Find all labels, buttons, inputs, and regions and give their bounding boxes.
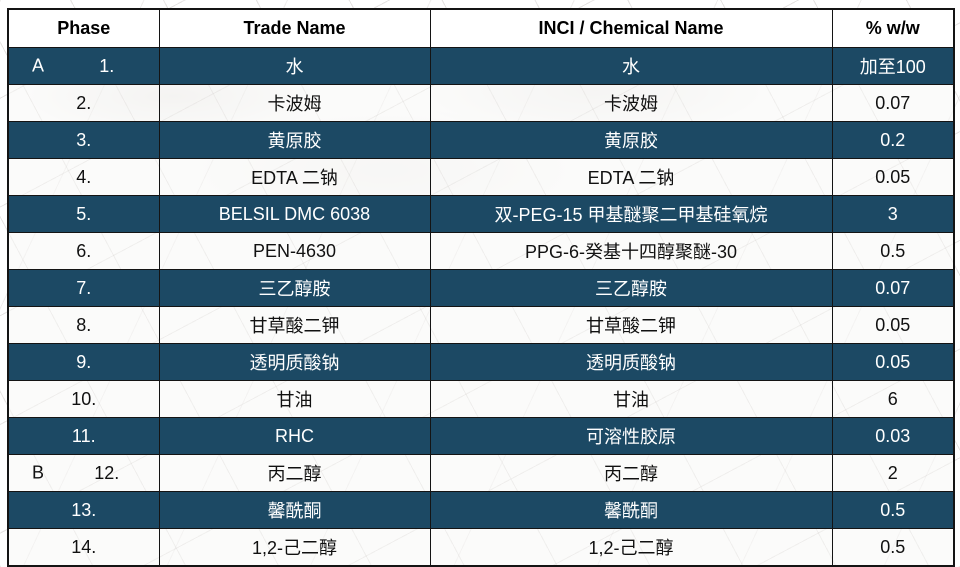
ingredient-number: 8. bbox=[76, 314, 92, 335]
table-body: A 1. 水水加至100 2. 卡波姆 卡波姆 0.07 3. 黄原胶 黄原胶 0.2 4. EDTA … bbox=[7, 47, 955, 567]
ingredient-number: 6. bbox=[76, 240, 92, 261]
inci-name-cell: 甘草酸二钾 bbox=[429, 306, 833, 344]
phase-cell: 5. bbox=[7, 195, 160, 233]
column-header-pct-ww: % w/w bbox=[831, 8, 955, 48]
ingredient-number: 3. bbox=[76, 129, 92, 150]
inci-name-cell: 馨酰酮 bbox=[429, 491, 833, 529]
table-row: A 1. 水水加至100 bbox=[7, 47, 955, 85]
ingredient-number: 9. bbox=[76, 351, 92, 372]
table-row: B 12. 丙二醇 丙二醇 2 bbox=[7, 454, 955, 492]
ingredient-number: 14. bbox=[71, 536, 97, 557]
inci-name-cell: 可溶性胶原 bbox=[429, 417, 833, 455]
ingredient-number: 5. bbox=[76, 203, 92, 224]
table-row: 8. 甘草酸二钾 甘草酸二钾 0.05 bbox=[7, 306, 955, 344]
table-row: 14. 1,2-己二醇 1,2-己二醇 0.5 bbox=[7, 528, 955, 567]
phase-cell: 13. bbox=[7, 491, 160, 529]
table-row: 9. 透明质酸钠 透明质酸钠 0.05 bbox=[7, 343, 955, 381]
phase-cell: 2. bbox=[7, 84, 160, 122]
phase-letter: B bbox=[31, 462, 44, 483]
percent-ww-cell: 加至100 bbox=[831, 47, 955, 85]
table-row: 10. 甘油 甘油 6 bbox=[7, 380, 955, 418]
ingredient-number: 2. bbox=[76, 92, 92, 113]
table-row: 5. BELSIL DMC 6038 双-PEG-15 甲基醚聚二甲基硅氧烷 3 bbox=[7, 195, 955, 233]
trade-name-cell: 水 bbox=[158, 47, 431, 85]
phase-letter: A bbox=[31, 55, 44, 76]
table-row: 3. 黄原胶 黄原胶 0.2 bbox=[7, 121, 955, 159]
table-row: 7. 三乙醇胺 三乙醇胺 0.07 bbox=[7, 269, 955, 307]
inci-name-cell: 透明质酸钠 bbox=[429, 343, 833, 381]
percent-ww-cell: 3 bbox=[831, 195, 955, 233]
percent-ww-cell: 0.05 bbox=[831, 158, 955, 196]
inci-name-cell: PPG-6-癸基十四醇聚醚-30 bbox=[429, 232, 833, 270]
ingredient-number: 10. bbox=[71, 388, 97, 409]
percent-ww-cell: 0.07 bbox=[831, 84, 955, 122]
inci-name-cell: 丙二醇 bbox=[429, 454, 833, 492]
percent-ww-cell: 2 bbox=[831, 454, 955, 492]
ingredient-number: 4. bbox=[76, 166, 92, 187]
percent-ww-cell: 0.05 bbox=[831, 343, 955, 381]
percent-ww-cell: 0.03 bbox=[831, 417, 955, 455]
trade-name-cell: 甘油 bbox=[158, 380, 431, 418]
inci-name-cell: 双-PEG-15 甲基醚聚二甲基硅氧烷 bbox=[429, 195, 833, 233]
percent-ww-cell: 0.07 bbox=[831, 269, 955, 307]
inci-name-cell: 卡波姆 bbox=[429, 84, 833, 122]
inci-name-cell: 黄原胶 bbox=[429, 121, 833, 159]
trade-name-cell: 黄原胶 bbox=[158, 121, 431, 159]
phase-cell: 10. bbox=[7, 380, 160, 418]
trade-name-cell: BELSIL DMC 6038 bbox=[158, 195, 431, 233]
table-row: 6. PEN-4630 PPG-6-癸基十四醇聚醚-30 0.5 bbox=[7, 232, 955, 270]
trade-name-cell: EDTA 二钠 bbox=[158, 158, 431, 196]
ingredient-number: 7. bbox=[76, 277, 92, 298]
column-header-inci-chemical-name: INCI / Chemical Name bbox=[429, 8, 833, 48]
header-row: Phase Trade Name INCI / Chemical Name% w/w bbox=[7, 8, 955, 48]
inci-name-cell: 三乙醇胺 bbox=[429, 269, 833, 307]
percent-ww-cell: 0.5 bbox=[831, 528, 955, 567]
ingredient-number: 1. bbox=[99, 55, 115, 76]
table-row: 2. 卡波姆 卡波姆 0.07 bbox=[7, 84, 955, 122]
phase-cell: 11. bbox=[7, 417, 160, 455]
ingredient-number: 11. bbox=[71, 425, 96, 446]
percent-ww-cell: 6 bbox=[831, 380, 955, 418]
table-row: 13. 馨酰酮 馨酰酮 0.5 bbox=[7, 491, 955, 529]
trade-name-cell: 卡波姆 bbox=[158, 84, 431, 122]
ingredient-number: 12. bbox=[94, 462, 120, 483]
trade-name-cell: 甘草酸二钾 bbox=[158, 306, 431, 344]
phase-cell: 8. bbox=[7, 306, 160, 344]
percent-ww-cell: 0.2 bbox=[831, 121, 955, 159]
table-row: 11. RHC 可溶性胶原 0.03 bbox=[7, 417, 955, 455]
percent-ww-cell: 0.5 bbox=[831, 232, 955, 270]
inci-name-cell: EDTA 二钠 bbox=[429, 158, 833, 196]
phase-cell: B 12. bbox=[7, 454, 160, 492]
trade-name-cell: 三乙醇胺 bbox=[158, 269, 431, 307]
table-row: 4. EDTA 二钠 EDTA 二钠 0.05 bbox=[7, 158, 955, 196]
phase-cell: 6. bbox=[7, 232, 160, 270]
phase-cell: 7. bbox=[7, 269, 160, 307]
phase-cell: 3. bbox=[7, 121, 160, 159]
inci-name-cell: 1,2-己二醇 bbox=[429, 528, 833, 567]
formulation-table: Phase Trade Name INCI / Chemical Name% w/w… bbox=[7, 8, 955, 567]
trade-name-cell: 1,2-己二醇 bbox=[158, 528, 431, 567]
phase-cell: 9. bbox=[7, 343, 160, 381]
column-header-trade-name: Trade Name bbox=[158, 8, 431, 48]
trade-name-cell: 透明质酸钠 bbox=[158, 343, 431, 381]
trade-name-cell: 馨酰酮 bbox=[158, 491, 431, 529]
trade-name-cell: PEN-4630 bbox=[158, 232, 431, 270]
phase-cell: 4. bbox=[7, 158, 160, 196]
ingredient-number: 13. bbox=[71, 499, 97, 520]
trade-name-cell: 丙二醇 bbox=[158, 454, 431, 492]
percent-ww-cell: 0.05 bbox=[831, 306, 955, 344]
inci-name-cell: 水 bbox=[429, 47, 833, 85]
phase-cell: 14. bbox=[7, 528, 160, 567]
trade-name-cell: RHC bbox=[158, 417, 431, 455]
column-header-phase: Phase bbox=[7, 8, 160, 48]
phase-cell: A 1. bbox=[7, 47, 160, 85]
percent-ww-cell: 0.5 bbox=[831, 491, 955, 529]
inci-name-cell: 甘油 bbox=[429, 380, 833, 418]
